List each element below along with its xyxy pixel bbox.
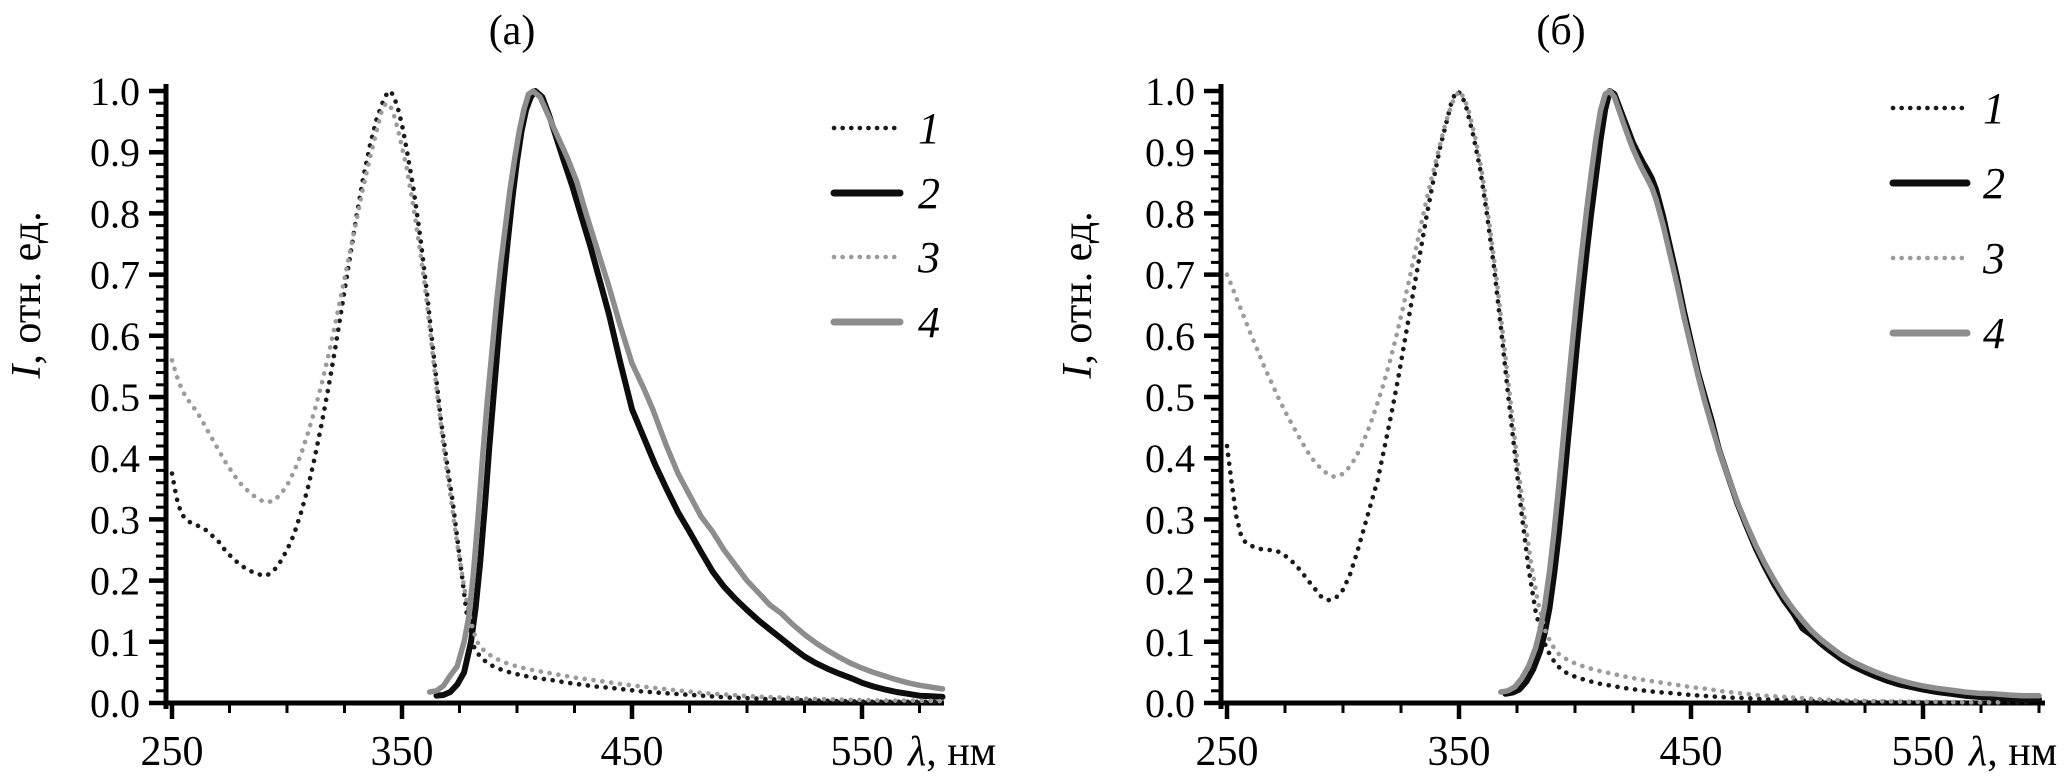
y-axis-label: I, отн. ед.	[4, 211, 50, 379]
x-tick-label: 250	[1196, 729, 1259, 775]
y-tick-label: 0.6	[90, 314, 140, 359]
y-tick-label: 1.0	[1145, 69, 1195, 114]
legend-label-3: 3	[1982, 234, 2005, 283]
x-tick-label: 550	[1892, 729, 1955, 775]
spectra-chart-a: 0.0 0.1 0.2 0.3 0.4 0.5 0.6 0.7 0.8 0.9 1.0 250 350 4…	[4, 8, 996, 775]
x-tick-label: 350	[371, 729, 434, 775]
y-tick-label: 0.1	[90, 620, 140, 665]
y-tick-label: 0.4	[1145, 436, 1195, 481]
y-tick-label: 0.4	[90, 436, 140, 481]
series-4-curve	[426, 88, 946, 695]
y-tick-label: 0.5	[90, 375, 140, 420]
y-tick-label: 0.3	[1145, 497, 1195, 542]
y-tick-label: 0.9	[90, 130, 140, 175]
legend-label-2: 2	[1983, 159, 2005, 208]
y-tick-label: 0.2	[1145, 559, 1195, 604]
x-axis-label: λ, нм	[1967, 729, 2057, 775]
panel-title: (б)	[1536, 8, 1585, 54]
x-tick-label: 550	[831, 729, 894, 775]
spectra-panel-a: 0.0 0.1 0.2 0.3 0.4 0.5 0.6 0.7 0.8 0.9 1.0 250 350 4…	[0, 0, 1033, 780]
y-tick-label: 1.0	[90, 69, 140, 114]
x-tick-label: 450	[1660, 729, 1723, 775]
y-tick-label: 0.6	[1145, 314, 1195, 359]
y-axis-label: I, отн. ед.	[1055, 211, 1101, 379]
legend-label-1: 1	[918, 104, 940, 153]
y-tick-label: 0.2	[90, 559, 140, 604]
legend-label-2: 2	[918, 169, 940, 218]
x-tick-label: 450	[601, 729, 664, 775]
y-tick-label: 0.7	[90, 253, 140, 298]
y-tick-label: 0.0	[1145, 681, 1195, 726]
series-1-curve	[1224, 88, 2030, 705]
series-4-curve	[1498, 88, 2042, 699]
panel-title: (а)	[489, 8, 536, 54]
y-tick-label: 0.0	[90, 681, 140, 726]
y-tick-label: 0.8	[90, 191, 140, 236]
x-tick-label: 350	[1428, 729, 1491, 775]
x-tick-label: 250	[141, 729, 204, 775]
legend-label-4: 4	[1983, 309, 2005, 358]
series-2-curve	[433, 88, 946, 700]
y-tick-label: 0.9	[1145, 130, 1195, 175]
legend-label-3: 3	[917, 233, 940, 282]
legend-label-4: 4	[918, 298, 940, 347]
series-3-curve	[1224, 88, 2007, 705]
y-tick-label: 0.5	[1145, 375, 1195, 420]
series-1-curve	[169, 88, 945, 705]
y-tick-label: 0.7	[1145, 253, 1195, 298]
series-3-curve	[169, 100, 945, 704]
y-tick-label: 0.8	[1145, 191, 1195, 236]
legend-label-1: 1	[1983, 84, 2005, 133]
spectra-panel-b: 0.0 0.1 0.2 0.3 0.4 0.5 0.6 0.7 0.8 0.9 1.0 250 350 4…	[1033, 0, 2067, 780]
y-tick-label: 0.1	[1145, 620, 1195, 665]
y-tick-label: 0.3	[90, 497, 140, 542]
x-axis-label: λ, нм	[906, 729, 996, 775]
spectra-chart-b: 0.0 0.1 0.2 0.3 0.4 0.5 0.6 0.7 0.8 0.9 1.0 250 350 4…	[1055, 8, 2057, 775]
